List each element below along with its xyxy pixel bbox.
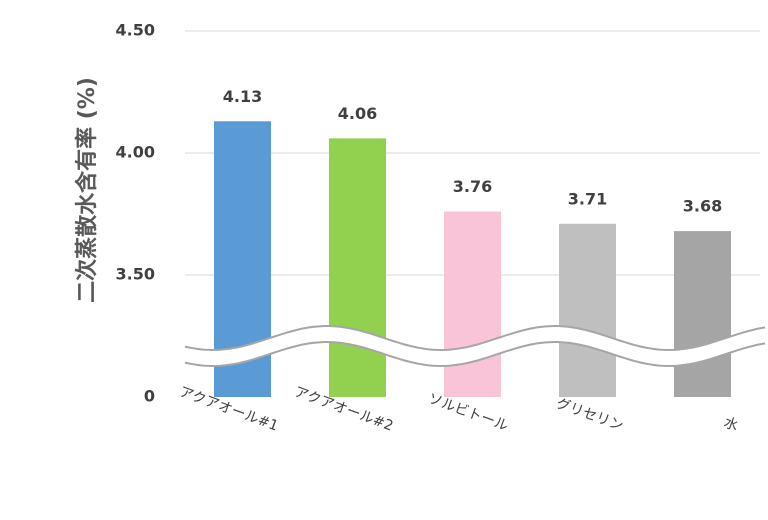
value-label: 3.68 xyxy=(683,197,722,216)
bar xyxy=(329,138,386,398)
bar xyxy=(444,211,501,397)
value-label: 3.76 xyxy=(453,177,492,196)
y-tick-label: 4.50 xyxy=(116,21,155,40)
y-tick-label: 0 xyxy=(144,387,155,406)
y-tick-label: 3.50 xyxy=(116,265,155,284)
y-axis-label: 二次蒸散水含有率 (%) xyxy=(74,77,100,303)
bar xyxy=(559,223,616,397)
axis-break-line xyxy=(184,325,766,352)
value-label: 3.71 xyxy=(568,189,607,208)
value-label: 4.13 xyxy=(223,87,262,106)
x-tick-label: グリセリン xyxy=(554,396,625,435)
axis-break-line xyxy=(184,341,766,368)
bar xyxy=(674,231,731,397)
value-label: 4.06 xyxy=(338,104,377,123)
y-tick-label: 4.00 xyxy=(116,143,155,162)
x-tick-label: ソルビトール xyxy=(426,391,510,435)
x-tick-label: 水 xyxy=(722,415,741,435)
